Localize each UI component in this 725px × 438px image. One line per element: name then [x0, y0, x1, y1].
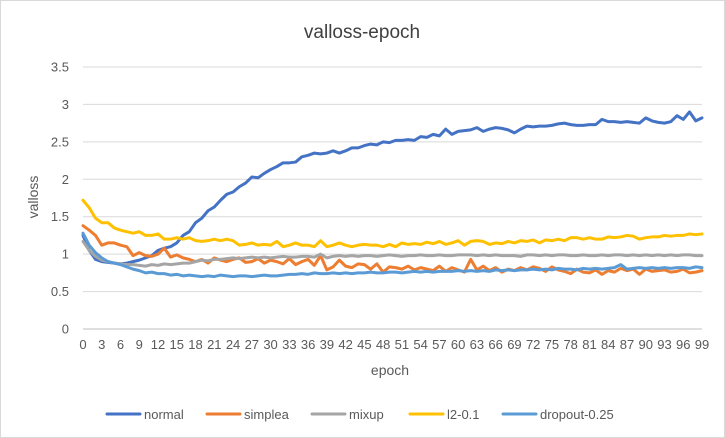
series-line-l2-0.1	[81, 198, 704, 249]
x-tick-label: 30	[263, 337, 277, 352]
x-tick-label: 39	[320, 337, 334, 352]
x-tick-label: 96	[676, 337, 690, 352]
x-tick-label: 42	[338, 337, 352, 352]
y-tick-label: 2.5	[51, 134, 69, 149]
y-tick-label: 0	[62, 322, 69, 337]
y-tick-label: 1	[62, 247, 69, 262]
y-tick-label: 3	[62, 97, 69, 112]
x-tick-label: 48	[376, 337, 390, 352]
x-tick-label: 33	[282, 337, 296, 352]
x-tick-label: 0	[79, 337, 86, 352]
y-tick-label: 0.5	[51, 284, 69, 299]
x-tick-label: 24	[226, 337, 240, 352]
x-tick-label: 6	[117, 337, 124, 352]
y-tick-label: 3.5	[51, 60, 69, 75]
grid-lines	[83, 66, 702, 330]
legend-item-l2-0.1: l2-0.1	[408, 407, 480, 422]
chart-title: valloss-epoch	[304, 22, 420, 43]
legend-label: l2-0.1	[447, 407, 480, 422]
x-tick-label: 66	[488, 337, 502, 352]
legend-item-mixup: mixup	[310, 407, 384, 422]
x-tick-label: 72	[526, 337, 540, 352]
x-tick-label: 84	[601, 337, 615, 352]
series-line-mixup	[81, 239, 704, 268]
x-tick-label: 90	[638, 337, 652, 352]
legend-item-dropout-0.25: dropout-0.25	[501, 407, 614, 422]
x-tick-label: 63	[470, 337, 484, 352]
x-tick-label: 3	[98, 337, 105, 352]
x-tick-label: 78	[563, 337, 577, 352]
x-tick-label: 51	[395, 337, 409, 352]
x-tick-label: 21	[207, 337, 221, 352]
x-tick-label: 87	[620, 337, 634, 352]
x-tick-label: 36	[301, 337, 315, 352]
x-tick-label: 99	[695, 337, 709, 352]
x-tick-label: 9	[136, 337, 143, 352]
x-tick-label: 93	[657, 337, 671, 352]
legend-label: simplea	[244, 407, 290, 422]
x-tick-label: 54	[413, 337, 427, 352]
x-tick-label: 18	[188, 337, 202, 352]
x-tick-label: 27	[245, 337, 259, 352]
series-line-dropout-0.25	[81, 231, 704, 279]
x-tick-label: 60	[451, 337, 465, 352]
x-tick-label: 81	[582, 337, 596, 352]
legend-item-simplea: simplea	[205, 407, 290, 422]
x-tick-label: 45	[357, 337, 371, 352]
x-tick-label: 12	[151, 337, 165, 352]
y-axis-label: valloss	[25, 176, 41, 219]
y-axis-ticks: 0 0.5 1 1.5 2 2.5 3 3.5	[51, 60, 69, 337]
legend-label: dropout-0.25	[540, 407, 614, 422]
series-line-simplea	[81, 224, 704, 276]
y-tick-label: 2	[62, 172, 69, 187]
legend-item-normal: normal	[105, 407, 184, 422]
series-line-normal	[81, 110, 704, 266]
x-axis-ticks: 0 3 6 9 12 15 18 21 24 27 30 33 36 39 42 45 48 51 54 57 60 63…	[79, 337, 709, 352]
legend-label: mixup	[349, 407, 384, 422]
x-tick-label: 15	[170, 337, 184, 352]
x-tick-label: 57	[432, 337, 446, 352]
y-tick-label: 1.5	[51, 209, 69, 224]
legend-label: normal	[144, 407, 184, 422]
series-layer	[81, 110, 704, 279]
legend: normal simplea mixup l2-0.1 dropout-0.25	[105, 407, 614, 422]
x-axis-label: epoch	[371, 362, 409, 378]
x-tick-label: 75	[545, 337, 559, 352]
x-tick-label: 69	[507, 337, 521, 352]
